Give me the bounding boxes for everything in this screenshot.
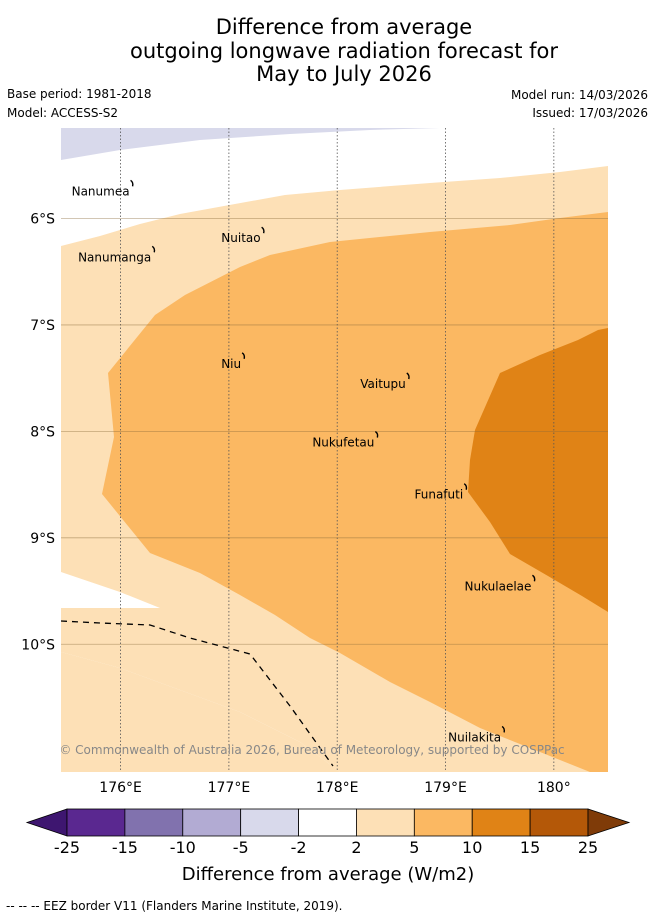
lon-tick-label: 176°E: [99, 780, 142, 796]
colorbar-tick-label: -2: [291, 838, 307, 857]
axis-labels: 176°E 177°E 178°E 179°E 180° 6°S 7°S 8°S 9°S 10°S: [21, 211, 570, 796]
map-plot-area: Nanumea Nuitao Nanumanga Niu Vaitupu Nukufeta…: [61, 128, 608, 772]
colorbar-tick-label: 2: [351, 838, 361, 857]
island-label: Nanumea: [72, 184, 130, 198]
lon-tick-label: 179°E: [424, 780, 467, 796]
lat-tick-label: 9°S: [30, 531, 55, 547]
colorbar-tick-label: -5: [233, 838, 249, 857]
colorbar-tick-label: 5: [409, 838, 419, 857]
olr-anomaly-map: Nanumea Nuitao Nanumanga Niu Vaitupu Nukufeta…: [21, 128, 631, 885]
contour-2-to-5-southwest: [61, 560, 340, 772]
island-label: Nuilakita: [448, 730, 501, 744]
colorbar-cell: [182, 808, 242, 837]
lon-tick-label: 177°E: [208, 780, 251, 796]
lat-tick-label: 7°S: [30, 318, 55, 334]
colorbar-extend-low: [25, 808, 68, 837]
island-outline: [501, 725, 506, 733]
colorbar-cell: [413, 808, 473, 837]
contour-neutral-north: [61, 128, 608, 246]
lon-tick-label: 180°: [537, 780, 571, 796]
island-label: Nukulaelae: [465, 579, 532, 593]
island-outline: [261, 226, 265, 234]
colorbar-label: Difference from average (W/m2): [182, 864, 474, 885]
island-outline: [241, 352, 246, 359]
lat-tick-label: 8°S: [30, 424, 55, 440]
colorbar-tick-label: 15: [520, 838, 540, 857]
colorbar-cell: [298, 808, 357, 837]
colorbar-tick-label: -15: [112, 838, 138, 857]
island-outline: [532, 574, 536, 582]
gridlines: [61, 128, 608, 772]
island-label: Nuitao: [221, 231, 260, 245]
colorbar-cell: [124, 808, 184, 837]
island-outline: [374, 430, 379, 438]
title-line-2: outgoing longwave radiation forecast for: [129, 38, 559, 63]
island-label: Niu: [221, 357, 241, 371]
colorbar-tick-label: -25: [54, 838, 80, 857]
issued-date: Issued: 17/03/2026: [532, 106, 648, 120]
island-label: Nanumanga: [78, 250, 151, 264]
eez-border-line: [61, 620, 334, 767]
colorbar-tick-label: 25: [578, 838, 598, 857]
colorbar-cell: [66, 808, 126, 837]
lat-tick-label: 6°S: [30, 211, 55, 227]
model-name: Model: ACCESS-S2: [7, 106, 119, 120]
island-label: Nukufetau: [312, 436, 374, 450]
lon-tick-label: 178°E: [316, 780, 359, 796]
island-outline: [151, 245, 156, 253]
title-line-3: May to July 2026: [256, 62, 432, 86]
island-outline: [406, 372, 410, 380]
copyright-notice: © Commonwealth of Australia 2026, Bureau…: [59, 743, 564, 757]
base-period: Base period: 1981-2018: [7, 87, 152, 101]
island-label: Vaitupu: [360, 377, 406, 391]
colorbar-tick-label: -10: [170, 838, 196, 857]
contour-negative-north: [61, 128, 440, 160]
model-run: Model run: 14/03/2026: [510, 88, 648, 102]
title-line-1: Difference from average: [215, 15, 473, 39]
colorbar-cell: [356, 808, 415, 837]
colorbar-tick-label: 10: [462, 838, 482, 857]
colorbar-cell: [240, 808, 299, 837]
colorbar: -25 -15 -10 -5 -2 2 5 10 15 25 Difference from av…: [25, 808, 631, 885]
island-label: Funafuti: [415, 488, 464, 502]
lat-tick-label: 10°S: [21, 637, 55, 653]
eez-footnote: -- -- -- EEZ border V11 (Flanders Marine…: [6, 899, 343, 913]
colorbar-cell: [529, 808, 589, 837]
colorbar-extend-high: [587, 808, 631, 837]
island-outline: [130, 179, 134, 187]
chart-title: Difference from average outgoing longwav…: [0, 15, 655, 87]
islands-layer: Nanumea Nuitao Nanumanga Niu Vaitupu Nukufeta…: [72, 179, 536, 744]
island-outline: [463, 483, 468, 490]
colorbar-cell: [471, 808, 531, 837]
contour-10-to-15: [468, 328, 608, 612]
